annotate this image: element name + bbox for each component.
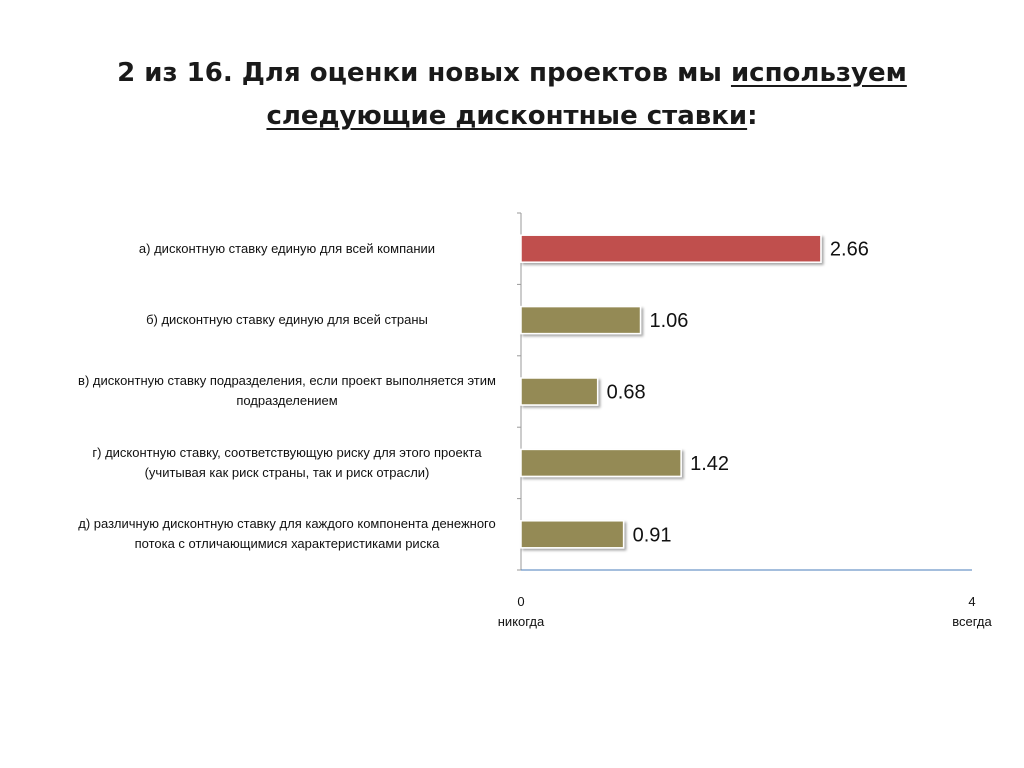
bar xyxy=(520,448,682,478)
data-label: 2.66 xyxy=(830,239,869,261)
title-lead: 2 из 16. Для оценки новых проектов мы xyxy=(117,58,731,88)
bar xyxy=(520,377,599,406)
category-label: в) дисконтную ставку подразделения, если… xyxy=(78,373,496,409)
title-underlined-2: следующие дисконтные ставки xyxy=(266,101,748,131)
x-tick-label: 0 никогда xyxy=(481,592,561,632)
category-label: а) дисконтную ставку единую для всей ком… xyxy=(138,240,436,256)
x-tick-value: 0 xyxy=(517,594,525,609)
bar xyxy=(520,305,642,335)
chart-title: 2 из 16. Для оценки новых проектов мы ис… xyxy=(0,52,1024,138)
bar xyxy=(520,234,822,263)
title-underlined-1: используем xyxy=(730,58,907,88)
data-label: 0.68 xyxy=(607,382,646,404)
category-label: д) различную дисконтную ставку для каждо… xyxy=(78,516,496,552)
x-tick-caption: никогда xyxy=(497,614,545,629)
category-label: б) дисконтную ставку единую для всей стр… xyxy=(146,312,428,328)
data-label: 1.42 xyxy=(690,453,729,475)
x-tick-value: 4 xyxy=(968,594,976,609)
data-label: 1.06 xyxy=(650,310,689,332)
bar xyxy=(520,520,625,549)
x-tick-caption: всегда xyxy=(952,614,992,629)
title-tail: : xyxy=(747,101,758,131)
x-tick-label: 4 всегда xyxy=(932,592,1012,632)
category-label: г) дисконтную ставку, соответствующую ри… xyxy=(92,444,482,480)
data-label: 0.91 xyxy=(633,524,672,546)
